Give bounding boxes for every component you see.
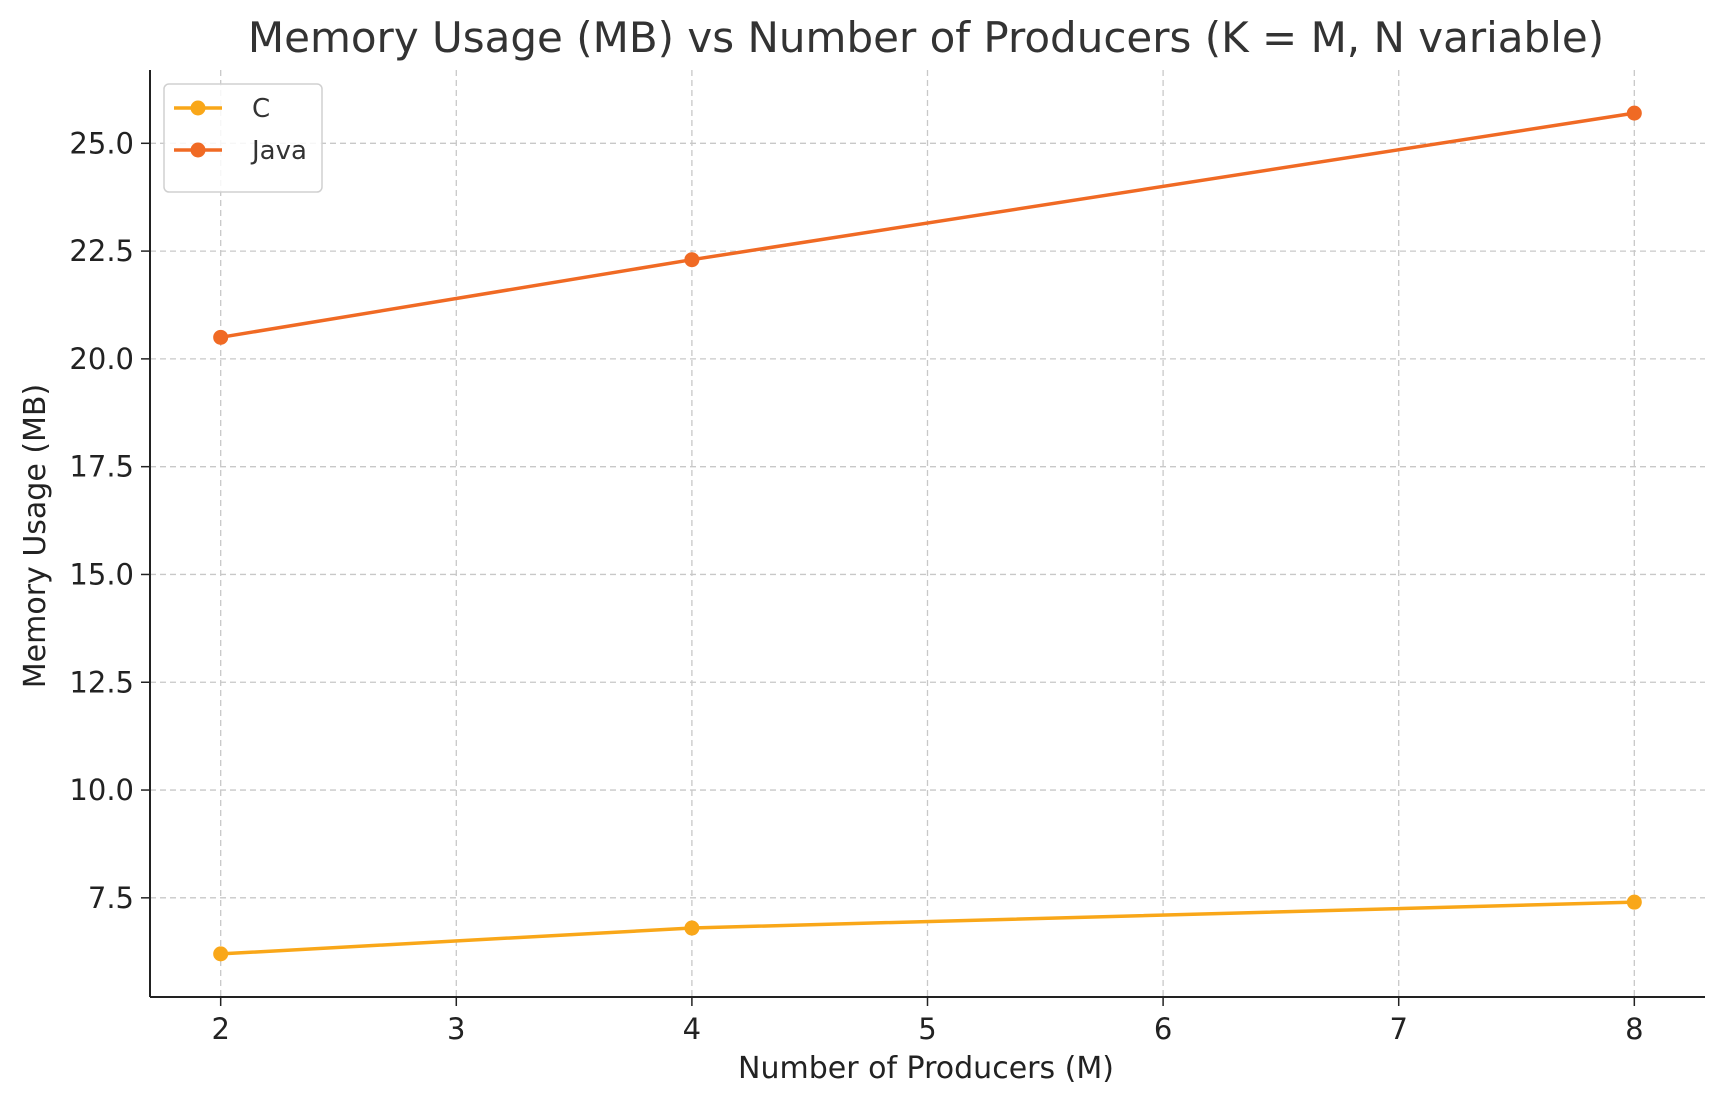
legend-marker-java xyxy=(190,142,206,158)
x-tick-label: 5 xyxy=(918,1012,936,1046)
y-tick-label: 22.5 xyxy=(69,234,134,268)
y-tick-label: 20.0 xyxy=(69,342,134,376)
x-tick-label: 7 xyxy=(1389,1012,1407,1046)
data-point-c xyxy=(1626,894,1642,910)
legend: C Java xyxy=(163,83,323,193)
x-axis-label: Number of Producers (M) xyxy=(738,1051,1114,1086)
x-tick-label: 4 xyxy=(683,1012,701,1046)
y-tick-label: 7.5 xyxy=(88,881,134,915)
y-tick-label: 15.0 xyxy=(69,557,134,591)
y-tick-label: 17.5 xyxy=(69,450,134,484)
x-tick-label: 6 xyxy=(1154,1012,1172,1046)
legend-label-c: C xyxy=(252,94,270,124)
axes xyxy=(141,70,1705,1006)
x-tick-label: 3 xyxy=(447,1012,465,1046)
legend-marker-c xyxy=(190,100,206,116)
x-tick-label: 2 xyxy=(211,1012,229,1046)
tick-labels: 2 3 4 5 6 7 8 7.5 10.0 12.5 15.0 17.5 20.0 22.5 25.0 xyxy=(69,126,1643,1046)
y-tick-label: 10.0 xyxy=(69,773,134,807)
data-point-java xyxy=(1626,105,1642,121)
x-tick-label: 8 xyxy=(1625,1012,1643,1046)
data-point-java xyxy=(684,252,700,268)
y-tick-label: 25.0 xyxy=(69,126,134,160)
y-axis-label: Memory Usage (MB) xyxy=(18,384,53,688)
y-tick-label: 12.5 xyxy=(69,665,134,699)
data-point-java xyxy=(213,329,229,345)
chart-title: Memory Usage (MB) vs Number of Producers… xyxy=(248,13,1604,62)
data-point-c xyxy=(213,946,229,962)
data-point-c xyxy=(684,920,700,936)
series-layer xyxy=(213,105,1642,962)
legend-label-java: Java xyxy=(250,136,307,166)
